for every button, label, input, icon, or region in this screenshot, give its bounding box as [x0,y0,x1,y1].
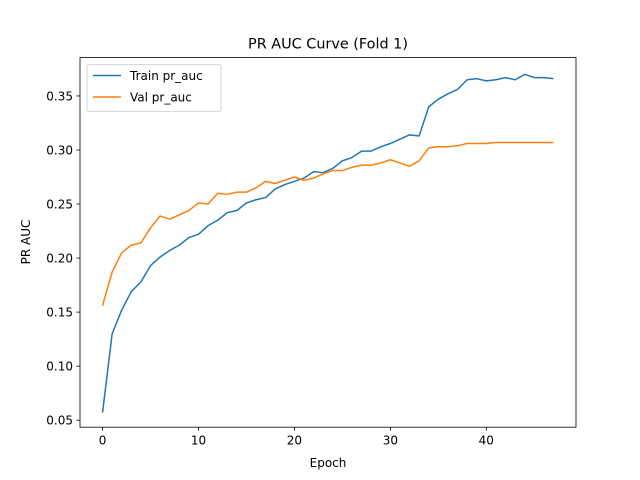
plot-area [101,73,554,413]
val-pr-auc-line [101,141,554,306]
y-tick-label: 0.10 [46,359,73,373]
y-tick-label: 0.30 [46,143,73,157]
train-pr-auc-line [101,73,554,413]
y-tick-label: 0.20 [46,251,73,265]
x-tick-label: 30 [383,434,398,448]
x-tick-label: 20 [287,434,302,448]
val-pr-auc-legend-label: Val pr_auc [130,91,192,105]
x-tick-label: 10 [191,434,206,448]
y-axis-label: PR AUC [19,220,33,265]
y-tick-label: 0.35 [46,89,73,103]
x-tick-label: 40 [479,434,494,448]
axes-frame [79,57,577,428]
y-tick-label: 0.05 [46,413,73,427]
y-tick-label: 0.25 [46,197,73,211]
x-axis-label: Epoch [310,456,347,470]
legend-box [86,64,222,112]
train-pr-auc-legend-label: Train pr_auc [129,69,203,83]
chart-title: PR AUC Curve (Fold 1) [248,37,408,53]
legend: Train pr_auc Val pr_auc [86,64,222,112]
axis-ticks: 0 10 20 30 40 0.05 0.10 0.15 0.20 0.25 0.30 0.35 [46,89,494,447]
y-tick-label: 0.15 [46,305,73,319]
x-tick-label: 0 [99,434,107,448]
